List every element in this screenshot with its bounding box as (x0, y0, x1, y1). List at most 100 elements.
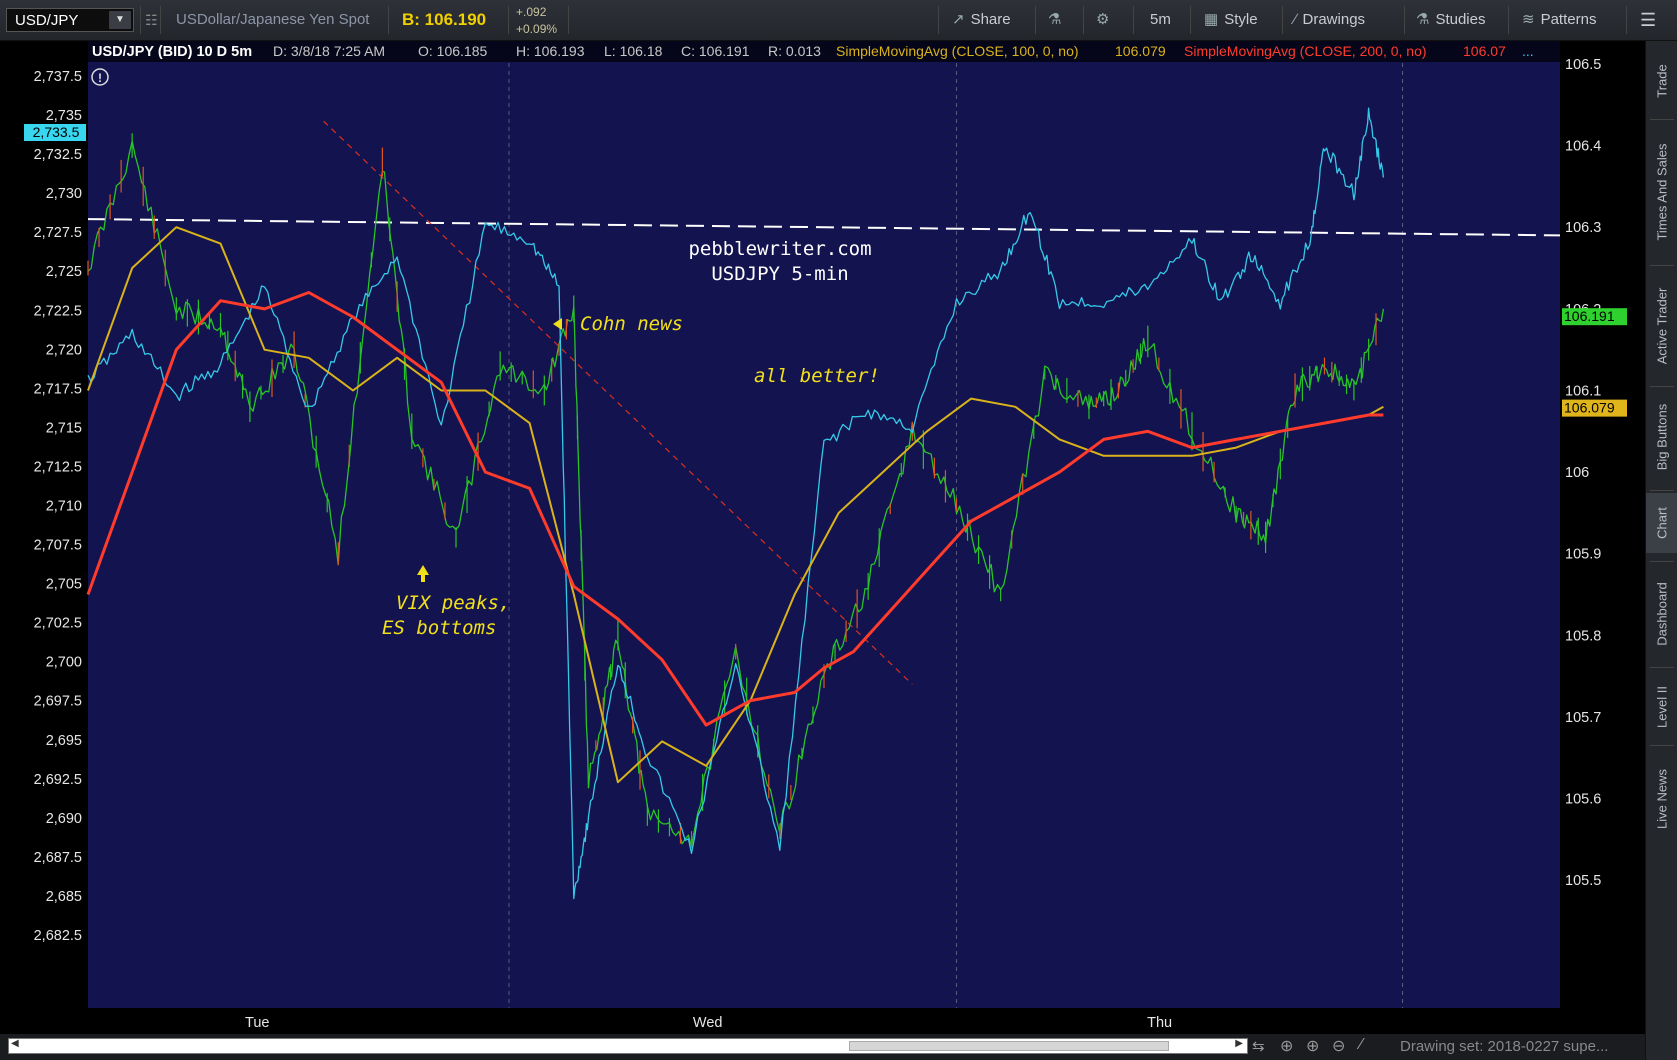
drawing-tool-icon[interactable]: ∕ (1360, 1036, 1363, 1053)
annotation-es-bottoms: ES bottoms (382, 617, 496, 639)
flask-button[interactable]: ⚗ (1048, 0, 1067, 40)
settings-button[interactable]: ⚙ (1096, 0, 1115, 40)
tab-big-buttons[interactable]: Big Buttons (1654, 403, 1670, 471)
left-axis-tick-label: 2,687.5 (34, 850, 82, 866)
x-axis-tick-label: Tue (245, 1015, 269, 1031)
left-price-tag (24, 124, 86, 141)
legend-sma200-value: 106.07 (1463, 43, 1506, 59)
left-axis-tick-label: 2,710 (46, 499, 82, 515)
left-axis-tick-label: 2,700 (46, 655, 82, 671)
x-axis-tick-label: Wed (693, 1015, 723, 1031)
legend-sma100[interactable]: SimpleMovingAvg (CLOSE, 100, 0, no) (836, 43, 1079, 59)
patterns-button[interactable]: ≋ Patterns (1522, 0, 1596, 40)
crosshair-icon[interactable]: ⊕ (1280, 1038, 1294, 1055)
drawings-button[interactable]: ∕ Drawings (1294, 0, 1365, 40)
toolbar-divider (1282, 6, 1283, 34)
sidebar-divider (1650, 490, 1674, 491)
time-scrollbar[interactable]: ◀ ▶ (8, 1038, 1248, 1054)
tab-level-ii[interactable]: Level II (1654, 686, 1670, 728)
annotation-cohn-news: Cohn news (580, 313, 683, 335)
right-sidebar: Trade Times And Sales Active Trader Big … (1645, 41, 1677, 1060)
toolbar-divider (388, 6, 389, 34)
zoom-in-icon[interactable]: ⊕ (1306, 1038, 1320, 1055)
symbol-value: USD/JPY (15, 12, 79, 29)
left-axis-tick-label: 2,685 (46, 889, 82, 905)
tab-trade[interactable]: Trade (1654, 64, 1670, 98)
style-button[interactable]: ▦ Style (1204, 0, 1258, 40)
symbol-description: USDollar/Japanese Yen Spot (176, 11, 370, 28)
change-percent: +0.09% (516, 22, 558, 36)
price-tags: 106.191 106.079 (1562, 308, 1627, 417)
right-sma-tag (1562, 399, 1627, 417)
left-axis-tick-label: 2,702.5 (34, 616, 82, 632)
right-axis-tick-label: 105.7 (1565, 710, 1601, 726)
scrollbar-thumb[interactable] (849, 1041, 1169, 1051)
right-axis-tick-label: 106 (1565, 465, 1589, 481)
studies-button[interactable]: ⚗ Studies (1416, 0, 1486, 40)
menu-button[interactable]: ☰ (1640, 0, 1656, 40)
series-layer (86, 107, 1385, 900)
sidebar-divider (1650, 667, 1674, 668)
symbol-selector[interactable]: USD/JPY ▼ (6, 8, 134, 32)
share-label: Share (970, 11, 1011, 28)
alert-icon[interactable] (91, 68, 109, 86)
left-axis-tick-label: 2,732.5 (34, 147, 82, 163)
right-sma-tag-label: 106.079 (1564, 400, 1615, 416)
downtrend-line (323, 120, 913, 685)
right-price-tag (1562, 308, 1627, 326)
link-icon[interactable]: ☷ (145, 12, 158, 28)
tab-chart[interactable]: Chart (1646, 493, 1677, 553)
interval-button[interactable]: 5m (1150, 0, 1171, 40)
left-axis-tick-label: 2,705 (46, 577, 82, 593)
watermark-site: pebblewriter.com (688, 238, 871, 260)
sidebar-divider (1650, 265, 1674, 266)
toolbar-divider (1035, 6, 1036, 34)
annotation-vix-peaks: VIX peaks, (396, 592, 510, 614)
tab-times-and-sales[interactable]: Times And Sales (1654, 143, 1670, 241)
left-axis-tick-label: 2,697.5 (34, 694, 82, 710)
left-axis-tick-label: 2,692.5 (34, 772, 82, 788)
x-axis: Tue Wed Thu (245, 1015, 1172, 1031)
left-axis-tick-label: 2,730 (46, 186, 82, 202)
expand-icon[interactable]: ⇆ (1252, 1038, 1265, 1055)
toolbar-divider (1626, 6, 1627, 34)
watermark-subtitle: USDJPY 5-min (711, 263, 848, 285)
top-toolbar: USD/JPY ▼ ☷ USDollar/Japanese Yen Spot B… (0, 0, 1677, 41)
left-axis: 2,682.5 2,685 2,687.5 2,690 2,692.5 2,695 2,69… (34, 69, 82, 944)
legend-close: C: 106.191 (681, 43, 750, 59)
toolbar-divider (1083, 6, 1084, 34)
cohn-arrow (553, 318, 562, 330)
style-label: Style (1224, 11, 1258, 28)
chevron-down-icon[interactable]: ▼ (109, 11, 131, 29)
right-axis-tick-label: 106.4 (1565, 139, 1601, 155)
change-absolute: +.092 (516, 5, 547, 19)
tab-live-news[interactable]: Live News (1654, 769, 1670, 829)
tab-active-trader[interactable]: Active Trader (1654, 287, 1670, 365)
left-axis-tick-label: 2,725 (46, 264, 82, 280)
scroll-right-icon[interactable]: ▶ (1235, 1038, 1243, 1049)
price-chart[interactable]: 2,682.5 2,685 2,687.5 2,690 2,692.5 2,695 2,69… (0, 41, 1645, 1034)
tab-dashboard[interactable]: Dashboard (1654, 582, 1670, 646)
drawing-set-label[interactable]: Drawing set: 2018-0227 supe... (1400, 1038, 1609, 1055)
x-axis-tick-label: Thu (1147, 1015, 1172, 1031)
left-axis-tick-label: 2,707.5 (34, 538, 82, 554)
zoom-out-icon[interactable]: ⊖ (1332, 1038, 1346, 1055)
right-axis-tick-label: 105.9 (1565, 547, 1601, 563)
right-axis-tick-label: 105.8 (1565, 628, 1601, 644)
flask-icon: ⚗ (1416, 11, 1430, 28)
right-axis-tick-label: 106.1 (1565, 383, 1601, 399)
left-axis-tick-label: 2,717.5 (34, 381, 82, 397)
left-axis-tick-label: 2,712.5 (34, 459, 82, 475)
legend-sma200[interactable]: SimpleMovingAvg (CLOSE, 200, 0, no) (1184, 43, 1427, 59)
right-axis-tick-label: 105.6 (1565, 792, 1601, 808)
left-axis-tick-label: 2,722.5 (34, 303, 82, 319)
scroll-left-icon[interactable]: ◀ (11, 1038, 19, 1049)
right-axis-tick-label: 106.5 (1565, 57, 1601, 73)
left-axis-tick-label: 2,695 (46, 733, 82, 749)
legend-more[interactable]: ... (1522, 43, 1534, 59)
share-button[interactable]: ↗ Share (952, 0, 1011, 40)
legend-background (88, 41, 1560, 62)
right-axis-tick-label: 105.5 (1565, 873, 1601, 889)
left-axis-tick-label: 2,690 (46, 811, 82, 827)
studies-label: Studies (1435, 11, 1486, 28)
